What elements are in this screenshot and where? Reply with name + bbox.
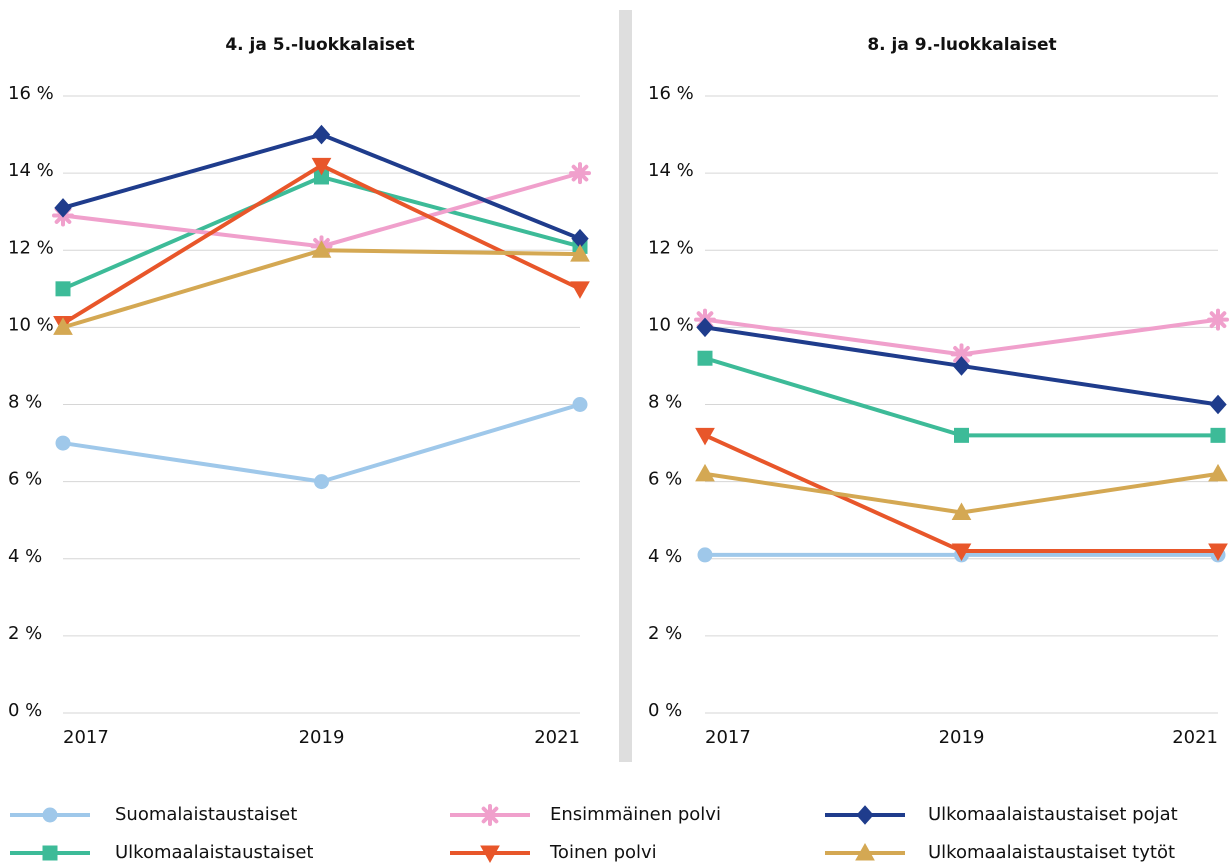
data-point — [311, 157, 332, 176]
legend-label: Ensimmäinen polvi — [550, 804, 721, 825]
data-point — [311, 240, 332, 258]
chart-title: 8. ja 9.-luokkalaiset — [867, 35, 1056, 55]
y-tick-label: 0 % — [8, 700, 42, 721]
x-tick-label: 2019 — [939, 727, 985, 748]
y-tick-label: 12 % — [648, 237, 694, 258]
series-line — [704, 433, 1218, 554]
legend-marker — [855, 842, 875, 861]
legend-marker — [856, 805, 874, 825]
y-tick-label: 4 % — [648, 546, 682, 567]
x-tick-label: 2017 — [705, 727, 751, 748]
data-point — [55, 281, 71, 297]
data-point — [1210, 427, 1226, 443]
y-tick-label: 0 % — [648, 700, 682, 721]
data-point — [570, 244, 590, 262]
legend-marker — [42, 845, 58, 861]
data-point — [695, 427, 715, 446]
y-tick-label: 12 % — [8, 237, 54, 258]
y-tick-label: 14 % — [8, 160, 54, 181]
y-tick-label: 16 % — [648, 83, 694, 104]
legend-label: Ulkomaalaistaustaiset pojat — [928, 804, 1178, 825]
data-point — [572, 397, 588, 412]
data-point — [1208, 543, 1228, 562]
x-tick-label: 2019 — [299, 727, 345, 748]
data-point — [1207, 308, 1229, 331]
panel-divider — [619, 10, 632, 762]
legend-label: Ulkomaalaistaustaiset tytöt — [928, 842, 1175, 863]
x-tick-label: 2021 — [534, 727, 580, 748]
legend-marker — [479, 804, 501, 826]
y-tick-label: 2 % — [648, 623, 682, 644]
data-point — [53, 317, 73, 335]
legend-label: Suomalaistaustaiset — [115, 804, 297, 825]
series-line — [62, 402, 581, 484]
y-tick-label: 14 % — [648, 160, 694, 181]
series-line — [62, 248, 581, 330]
data-point — [952, 356, 971, 376]
y-tick-label: 6 % — [648, 469, 682, 490]
data-point — [569, 162, 591, 185]
y-tick-label: 10 % — [648, 314, 694, 335]
data-point — [54, 198, 72, 218]
data-point — [951, 543, 972, 562]
data-point — [697, 350, 713, 366]
data-point — [696, 317, 714, 338]
data-point — [697, 547, 713, 563]
legend-label: Toinen polvi — [549, 842, 657, 863]
x-tick-label: 2017 — [63, 727, 109, 748]
legend-marker — [480, 845, 500, 864]
data-point — [951, 502, 972, 520]
y-tick-label: 2 % — [8, 623, 42, 644]
data-point — [55, 435, 71, 451]
data-point — [695, 463, 715, 482]
chart-title: 4. ja 5.-luokkalaiset — [225, 35, 414, 55]
data-point — [1208, 463, 1228, 482]
y-tick-label: 6 % — [8, 469, 42, 490]
legend-label: Ulkomaalaistaustaiset — [115, 842, 313, 863]
data-point — [950, 343, 973, 366]
data-point — [570, 281, 590, 299]
data-point — [312, 124, 331, 145]
legend-marker — [42, 807, 58, 823]
data-point — [954, 427, 969, 443]
y-tick-label: 10 % — [8, 314, 54, 335]
data-point — [314, 474, 329, 490]
y-tick-label: 4 % — [8, 546, 42, 567]
y-tick-label: 16 % — [8, 83, 54, 104]
y-tick-label: 8 % — [648, 392, 682, 413]
x-tick-label: 2021 — [1172, 727, 1218, 748]
data-point — [1209, 394, 1227, 415]
y-tick-label: 8 % — [8, 392, 42, 413]
